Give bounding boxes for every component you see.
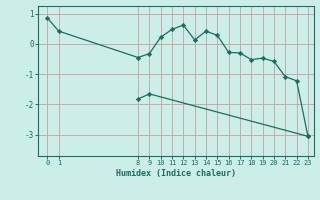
X-axis label: Humidex (Indice chaleur): Humidex (Indice chaleur) <box>116 169 236 178</box>
